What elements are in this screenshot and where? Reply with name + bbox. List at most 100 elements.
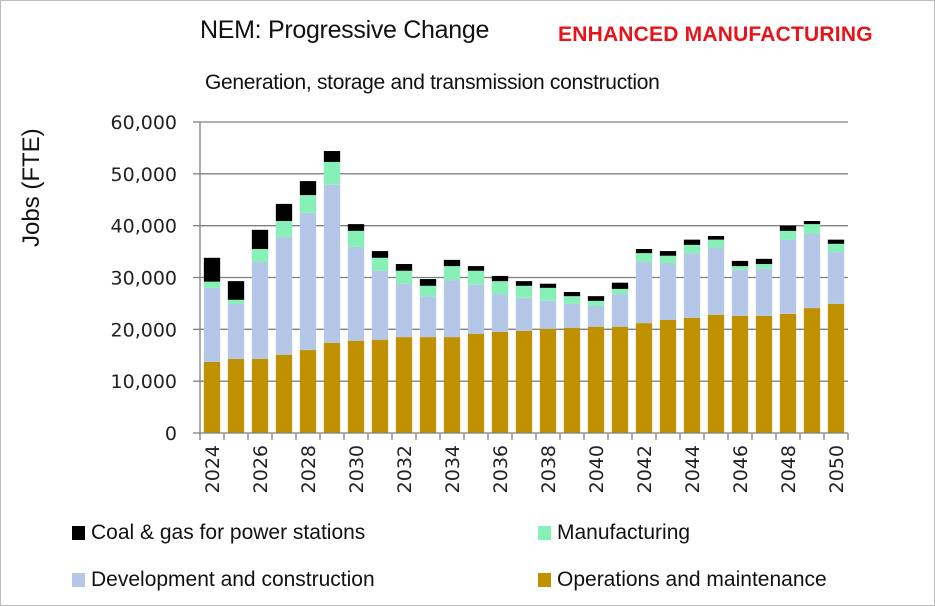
bar-segment-coal-gas-2037 — [515, 281, 533, 286]
bar-segment-development-2034 — [443, 280, 461, 338]
bar-segment-manufacturing-2045 — [707, 239, 725, 248]
bar-segment-development-2035 — [467, 284, 485, 334]
bar-segment-coal-gas-2039 — [563, 292, 581, 297]
bar-segment-manufacturing-2026 — [251, 248, 269, 262]
bar-segment-development-2032 — [395, 283, 413, 338]
bar-segment-coal-gas-2040 — [587, 296, 605, 301]
bar-segment-coal-gas-2042 — [635, 248, 653, 254]
x-tick-label: 2044 — [682, 445, 704, 493]
bar-segment-operations-2047 — [755, 315, 773, 433]
bar-segment-operations-2040 — [587, 326, 605, 433]
legend-item-development: Development and construction — [72, 568, 375, 592]
bar-segment-operations-2035 — [467, 333, 485, 433]
bar-segment-manufacturing-2030 — [347, 230, 365, 247]
bar-segment-coal-gas-2028 — [299, 181, 317, 196]
bar-segment-operations-2024 — [203, 361, 221, 433]
bar-segment-development-2040 — [587, 306, 605, 327]
x-tick-label: 2046 — [730, 445, 752, 493]
legend-item-operations: Operations and maintenance — [538, 568, 827, 592]
x-tick-label: 2036 — [490, 445, 512, 493]
bar-segment-manufacturing-2036 — [491, 281, 509, 295]
bar-segment-development-2029 — [323, 184, 341, 343]
bar-segment-development-2042 — [635, 261, 653, 324]
bar-segment-operations-2039 — [563, 327, 581, 433]
bar-segment-manufacturing-2034 — [443, 266, 461, 281]
chart-title: NEM: Progressive Change — [200, 16, 490, 44]
bar-segment-coal-gas-2036 — [491, 275, 509, 282]
y-tick-label: 10,000 — [111, 371, 177, 393]
bar-segment-coal-gas-2031 — [371, 251, 389, 258]
bar-segment-operations-2043 — [659, 320, 677, 433]
bar-segment-operations-2025 — [227, 358, 245, 433]
bar-segment-coal-gas-2043 — [659, 251, 677, 256]
y-tick-label: 20,000 — [111, 319, 177, 341]
y-tick-label: 60,000 — [111, 112, 177, 134]
x-tick-label: 2032 — [394, 445, 416, 493]
bar-segment-coal-gas-2038 — [539, 283, 557, 288]
bar-segment-manufacturing-2031 — [371, 257, 389, 271]
bar-segment-manufacturing-2043 — [659, 255, 677, 263]
bar-segment-development-2031 — [371, 270, 389, 340]
bar-segment-coal-gas-2026 — [251, 229, 269, 249]
bars — [203, 151, 845, 433]
bar-segment-development-2044 — [683, 253, 701, 318]
bar-segment-development-2048 — [779, 239, 797, 314]
bar-segment-development-2046 — [731, 269, 749, 316]
legend-label-operations: Operations and maintenance — [557, 568, 827, 591]
bar-segment-development-2026 — [251, 261, 269, 359]
bar-segment-manufacturing-2028 — [299, 195, 317, 213]
bar-segment-manufacturing-2039 — [563, 296, 581, 304]
bar-segment-operations-2028 — [299, 350, 317, 433]
x-tick-label: 2028 — [298, 445, 320, 493]
bar-segment-development-2050 — [827, 252, 845, 304]
bar-segment-operations-2049 — [803, 308, 821, 433]
bar-segment-coal-gas-2027 — [275, 203, 293, 222]
y-tick-label: 50,000 — [111, 164, 177, 186]
x-tick-label: 2040 — [586, 445, 608, 493]
bar-segment-manufacturing-2047 — [755, 264, 773, 269]
legend-swatch-manufacturing — [538, 526, 551, 540]
bar-segment-operations-2044 — [683, 317, 701, 433]
bar-segment-manufacturing-2046 — [731, 266, 749, 270]
bar-segment-development-2045 — [707, 247, 725, 315]
bar-segment-operations-2041 — [611, 326, 629, 433]
bar-segment-coal-gas-2047 — [755, 258, 773, 265]
bar-segment-operations-2033 — [419, 337, 437, 433]
bar-segment-operations-2037 — [515, 330, 533, 433]
x-tick-label: 2024 — [202, 445, 224, 493]
axes — [199, 122, 848, 434]
chart-subtitle: Generation, storage and transmission con… — [205, 71, 660, 94]
bar-segment-development-2036 — [491, 294, 509, 332]
bar-segment-coal-gas-2048 — [779, 225, 797, 231]
y-tick-label: 30,000 — [111, 268, 177, 290]
legend-swatch-coal-gas — [72, 526, 85, 540]
x-tick-label: 2042 — [634, 445, 656, 493]
bar-segment-coal-gas-2046 — [731, 260, 749, 267]
bar-segment-manufacturing-2049 — [803, 224, 821, 234]
bar-segment-manufacturing-2042 — [635, 253, 653, 262]
y-tick-label: 40,000 — [111, 216, 177, 238]
bar-segment-operations-2045 — [707, 314, 725, 433]
x-tick-label: 2038 — [538, 445, 560, 493]
bar-segment-operations-2034 — [443, 337, 461, 433]
bar-segment-manufacturing-2048 — [779, 230, 797, 240]
bar-segment-coal-gas-2030 — [347, 224, 365, 231]
legend-item-coal-gas: Coal & gas for power stations — [72, 521, 365, 545]
bar-segment-manufacturing-2050 — [827, 243, 845, 253]
bar-segment-development-2041 — [611, 294, 629, 327]
bar-segment-coal-gas-2049 — [803, 221, 821, 225]
bar-segment-coal-gas-2032 — [395, 264, 413, 271]
scenario-badge: ENHANCED MANUFACTURING — [558, 23, 873, 46]
bar-segment-coal-gas-2025 — [227, 281, 245, 300]
legend-swatch-operations — [538, 573, 551, 587]
y-tick-label: 0 — [165, 423, 177, 445]
bar-segment-development-2039 — [563, 303, 581, 328]
bar-segment-coal-gas-2024 — [203, 257, 221, 282]
bar-segment-development-2043 — [659, 262, 677, 321]
x-tick-label: 2050 — [826, 445, 848, 493]
bar-segment-operations-2030 — [347, 340, 365, 433]
bar-segment-manufacturing-2038 — [539, 287, 557, 301]
bar-segment-coal-gas-2035 — [467, 266, 485, 271]
